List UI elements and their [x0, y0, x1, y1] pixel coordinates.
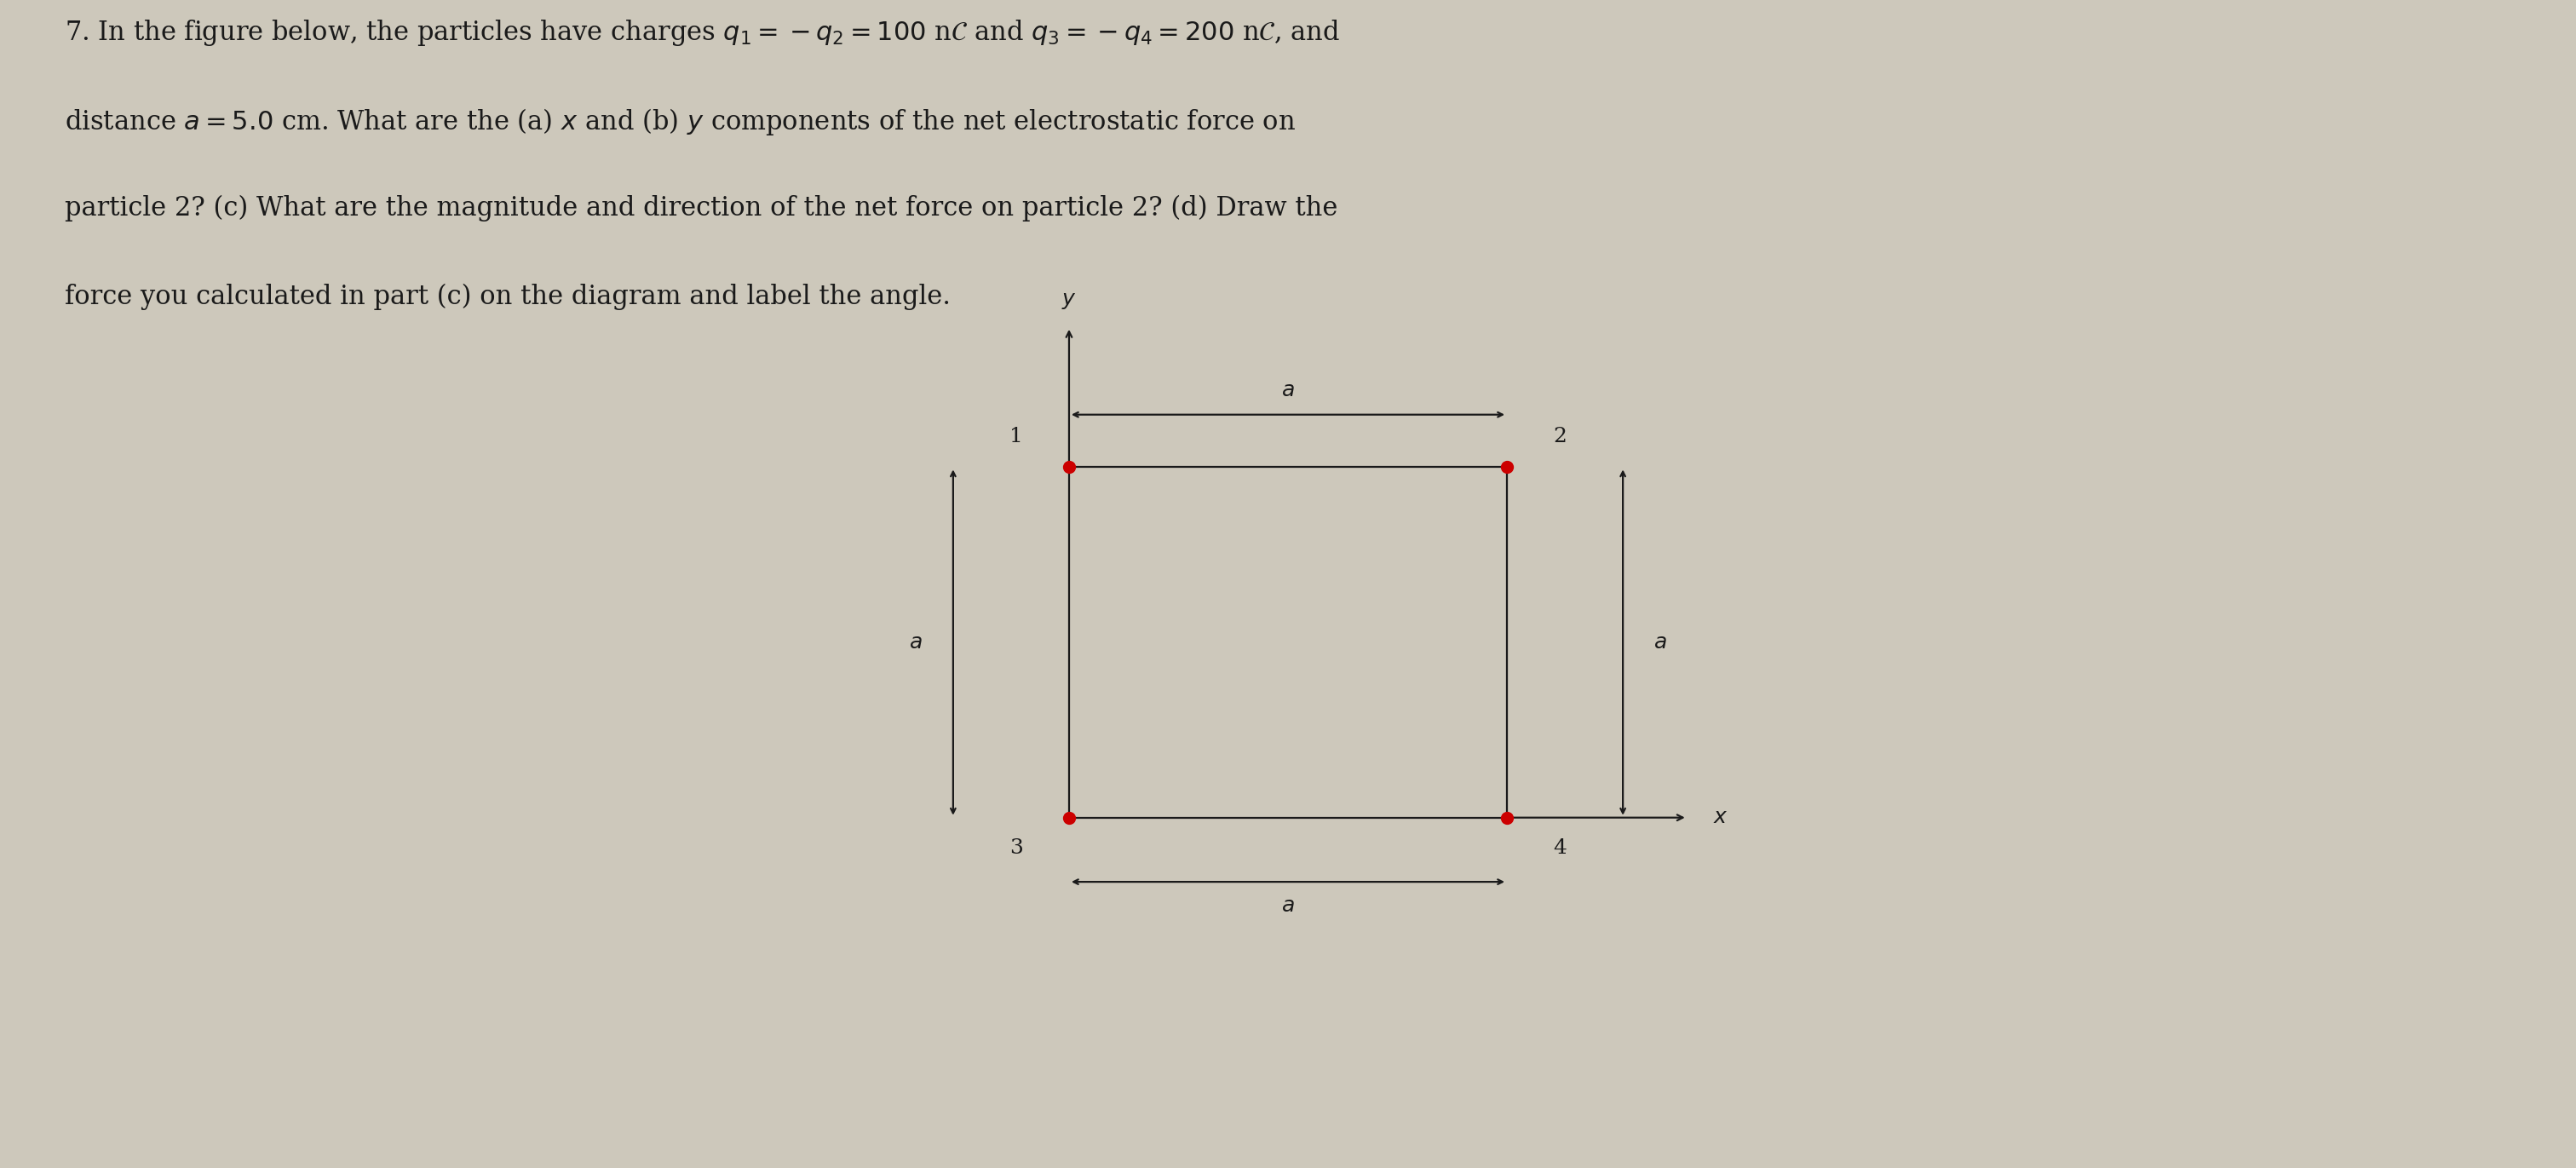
Text: $a$: $a$: [1280, 896, 1296, 916]
Point: [1486, 458, 1528, 477]
Text: $a$: $a$: [909, 633, 922, 652]
Text: $a$: $a$: [1280, 381, 1296, 401]
Text: particle 2? (c) What are the magnitude and direction of the net force on particl: particle 2? (c) What are the magnitude a…: [64, 195, 1337, 222]
Text: distance $a = 5.0$ cm. What are the (a) $x$ and (b) $y$ components of the net el: distance $a = 5.0$ cm. What are the (a) …: [64, 106, 1296, 137]
Text: $a$: $a$: [1654, 633, 1667, 652]
Text: force you calculated in part (c) on the diagram and label the angle.: force you calculated in part (c) on the …: [64, 284, 951, 311]
Text: 2: 2: [1553, 426, 1566, 446]
Point: [1048, 808, 1090, 827]
Text: $x$: $x$: [1713, 808, 1728, 827]
Text: 3: 3: [1010, 839, 1023, 858]
Point: [1048, 458, 1090, 477]
Text: 7. In the figure below, the particles have charges $q_1 = -q_2 = 100$ n$\mathcal: 7. In the figure below, the particles ha…: [64, 18, 1340, 48]
Text: 4: 4: [1553, 839, 1566, 858]
Text: $y$: $y$: [1061, 291, 1077, 311]
Point: [1486, 808, 1528, 827]
Text: 1: 1: [1010, 426, 1023, 446]
